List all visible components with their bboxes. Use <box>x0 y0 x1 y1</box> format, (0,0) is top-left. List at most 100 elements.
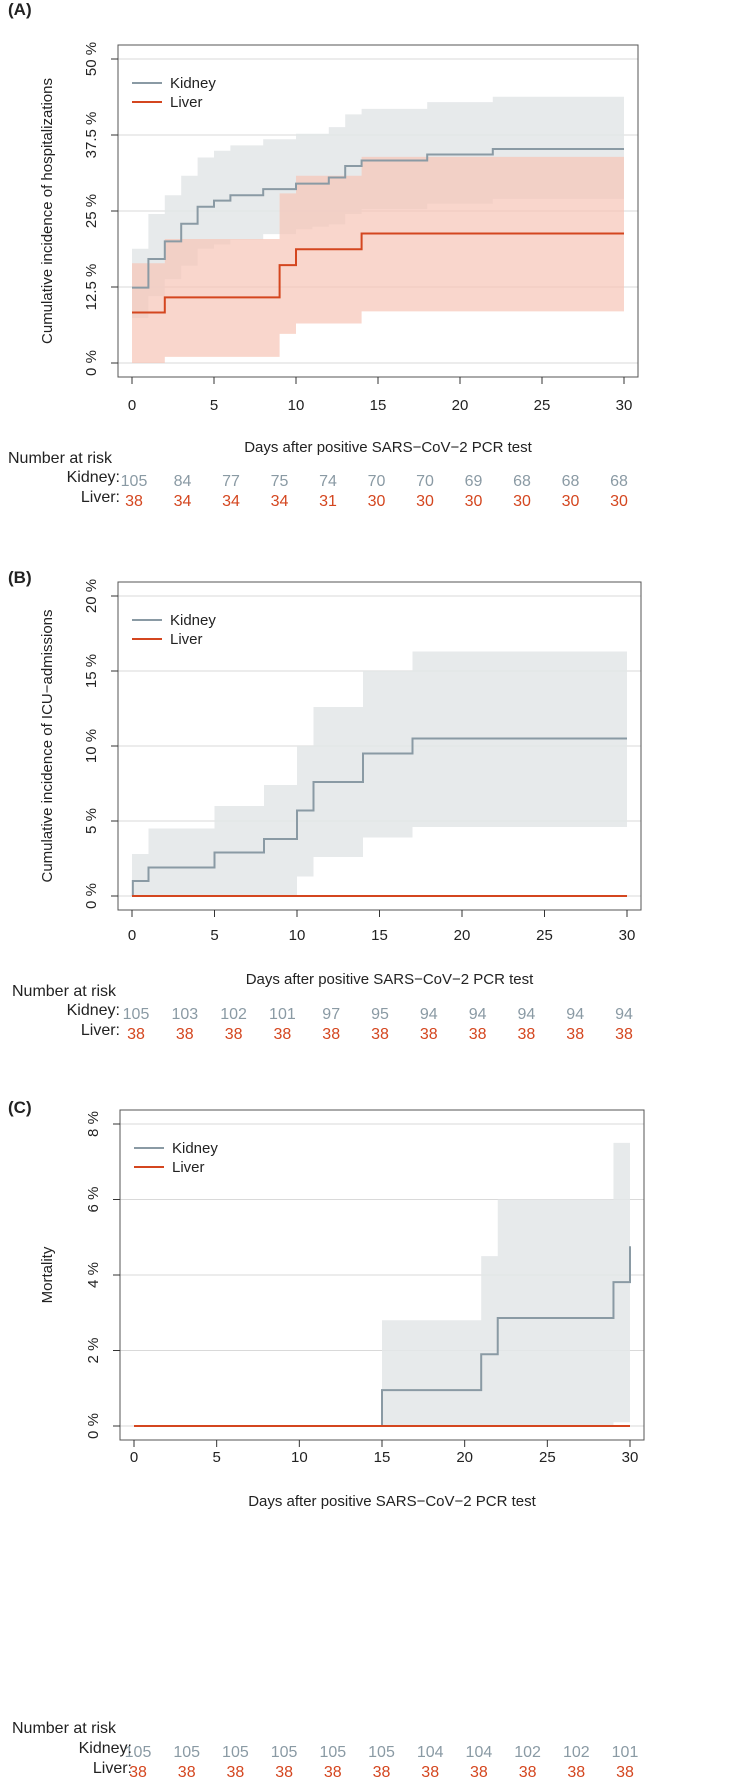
risk-value-kidney: 105 <box>123 1006 150 1023</box>
risk-value-kidney: 74 <box>319 473 337 490</box>
risk-value-liver: 38 <box>373 1764 391 1781</box>
legend-label-liver: Liver <box>172 1159 205 1176</box>
chart-svg: 0 % 12.5 % 25 % 37.5 % 50 % 0 5 10 15 20 25 30 Cumul… <box>39 42 639 510</box>
risk-value-liver: 38 <box>518 1026 536 1043</box>
risk-row-label-liver: Liver: <box>92 1760 132 1777</box>
risk-value-liver: 38 <box>420 1026 438 1043</box>
y-tick-label: 25 % <box>83 194 100 228</box>
risk-value-kidney: 105 <box>121 473 148 490</box>
y-tick-label: 2 % <box>85 1338 102 1364</box>
risk-value-kidney: 105 <box>319 1744 346 1761</box>
risk-value-kidney: 102 <box>514 1744 541 1761</box>
risk-value-kidney: 70 <box>368 473 386 490</box>
y-axis-title: Cumulative incidence of hospitalizations <box>39 78 56 344</box>
series-line-liver <box>132 232 624 314</box>
risk-value-liver: 30 <box>562 493 580 510</box>
risk-row-label-kidney: Kidney: <box>66 469 120 486</box>
risk-value-liver: 30 <box>368 493 386 510</box>
risk-table-title: Number at risk <box>12 1720 117 1737</box>
risk-value-kidney: 75 <box>271 473 289 490</box>
risk-row-label-liver: Liver: <box>80 1022 120 1039</box>
risk-value-liver: 30 <box>610 493 628 510</box>
panel-b: (B) 0 % 5 % 10 % 15 % 20 % 0 5 10 15 20 25 30 Cumula… <box>0 568 739 1048</box>
risk-value-kidney: 94 <box>615 1006 633 1023</box>
risk-value-kidney: 105 <box>368 1744 395 1761</box>
ci-band-kidney <box>382 1142 630 1426</box>
legend-label-liver: Liver <box>170 94 203 111</box>
risk-value-kidney: 101 <box>269 1006 296 1023</box>
x-tick-label: 25 <box>539 1449 556 1466</box>
y-tick-label: 0 % <box>85 1413 102 1439</box>
risk-value-liver: 38 <box>469 1026 487 1043</box>
x-tick-label: 30 <box>616 397 633 414</box>
risk-value-liver: 30 <box>513 493 531 510</box>
panel-a: (A) 0 % 12.5 % 25 % 37.5 % 50 % 0 5 10 15 20 25 30 C… <box>0 0 739 520</box>
risk-value-kidney: 70 <box>416 473 434 490</box>
series-line-kidney <box>134 1246 631 1427</box>
panel-label: (A) <box>8 0 32 19</box>
x-tick-label: 0 <box>130 1449 138 1466</box>
x-tick-label: 30 <box>619 927 636 944</box>
risk-value-kidney: 94 <box>518 1006 536 1023</box>
risk-value-liver: 38 <box>566 1026 584 1043</box>
risk-value-liver: 38 <box>470 1764 488 1781</box>
risk-row-label-kidney: Kidney: <box>78 1740 132 1757</box>
ci-band-liver <box>132 156 624 363</box>
risk-value-kidney: 104 <box>466 1744 493 1761</box>
x-tick-label: 0 <box>128 927 136 944</box>
x-tick-label: 20 <box>456 1449 473 1466</box>
risk-value-liver: 38 <box>567 1764 585 1781</box>
risk-value-kidney: 105 <box>125 1744 152 1761</box>
risk-value-liver: 38 <box>227 1764 245 1781</box>
risk-value-liver: 38 <box>176 1026 194 1043</box>
risk-value-liver: 31 <box>319 493 337 510</box>
risk-value-liver: 38 <box>275 1764 293 1781</box>
risk-value-liver: 34 <box>174 493 192 510</box>
x-tick-label: 5 <box>210 927 218 944</box>
risk-value-kidney: 101 <box>612 1744 639 1761</box>
risk-value-liver: 38 <box>129 1764 147 1781</box>
risk-value-kidney: 68 <box>562 473 580 490</box>
y-tick-label: 8 % <box>85 1111 102 1137</box>
risk-value-liver: 38 <box>371 1026 389 1043</box>
risk-table-title: Number at risk <box>8 450 113 467</box>
x-tick-label: 15 <box>374 1449 391 1466</box>
panel-label: (C) <box>8 1098 32 1117</box>
x-tick-label: 10 <box>288 397 305 414</box>
risk-value-kidney: 97 <box>322 1006 340 1023</box>
x-tick-label: 10 <box>289 927 306 944</box>
ci-band-kidney <box>132 651 627 896</box>
risk-value-kidney: 104 <box>417 1744 444 1761</box>
x-tick-label: 10 <box>291 1449 308 1466</box>
y-tick-label: 0 % <box>83 883 100 909</box>
risk-value-kidney: 102 <box>563 1744 590 1761</box>
x-tick-label: 15 <box>371 927 388 944</box>
risk-value-liver: 34 <box>222 493 240 510</box>
y-tick-label: 50 % <box>83 42 100 76</box>
y-tick-label: 15 % <box>83 654 100 688</box>
x-tick-label: 25 <box>534 397 551 414</box>
legend-label-liver: Liver <box>170 631 203 648</box>
x-axis-title: Days after positive SARS−CoV−2 PCR test <box>246 971 534 988</box>
series-line-kidney <box>131 737 627 897</box>
risk-value-kidney: 94 <box>420 1006 438 1023</box>
x-tick-label: 0 <box>128 397 136 414</box>
risk-value-kidney: 94 <box>566 1006 584 1023</box>
risk-value-kidney: 84 <box>174 473 192 490</box>
risk-value-kidney: 105 <box>222 1744 249 1761</box>
risk-value-liver: 30 <box>416 493 434 510</box>
y-axis-title: Cumulative incidence of ICU−admissions <box>39 609 56 882</box>
risk-value-liver: 38 <box>125 493 143 510</box>
x-tick-label: 20 <box>454 927 471 944</box>
risk-value-liver: 38 <box>519 1764 537 1781</box>
risk-value-kidney: 102 <box>220 1006 247 1023</box>
y-tick-label: 20 % <box>83 579 100 613</box>
x-tick-label: 5 <box>210 397 218 414</box>
y-axis-title: Mortality <box>39 1246 56 1303</box>
risk-value-kidney: 68 <box>610 473 628 490</box>
risk-value-kidney: 68 <box>513 473 531 490</box>
x-tick-label: 20 <box>452 397 469 414</box>
risk-row-label-liver: Liver: <box>80 489 120 506</box>
legend-label-kidney: Kidney <box>172 1140 218 1157</box>
risk-value-kidney: 77 <box>222 473 240 490</box>
